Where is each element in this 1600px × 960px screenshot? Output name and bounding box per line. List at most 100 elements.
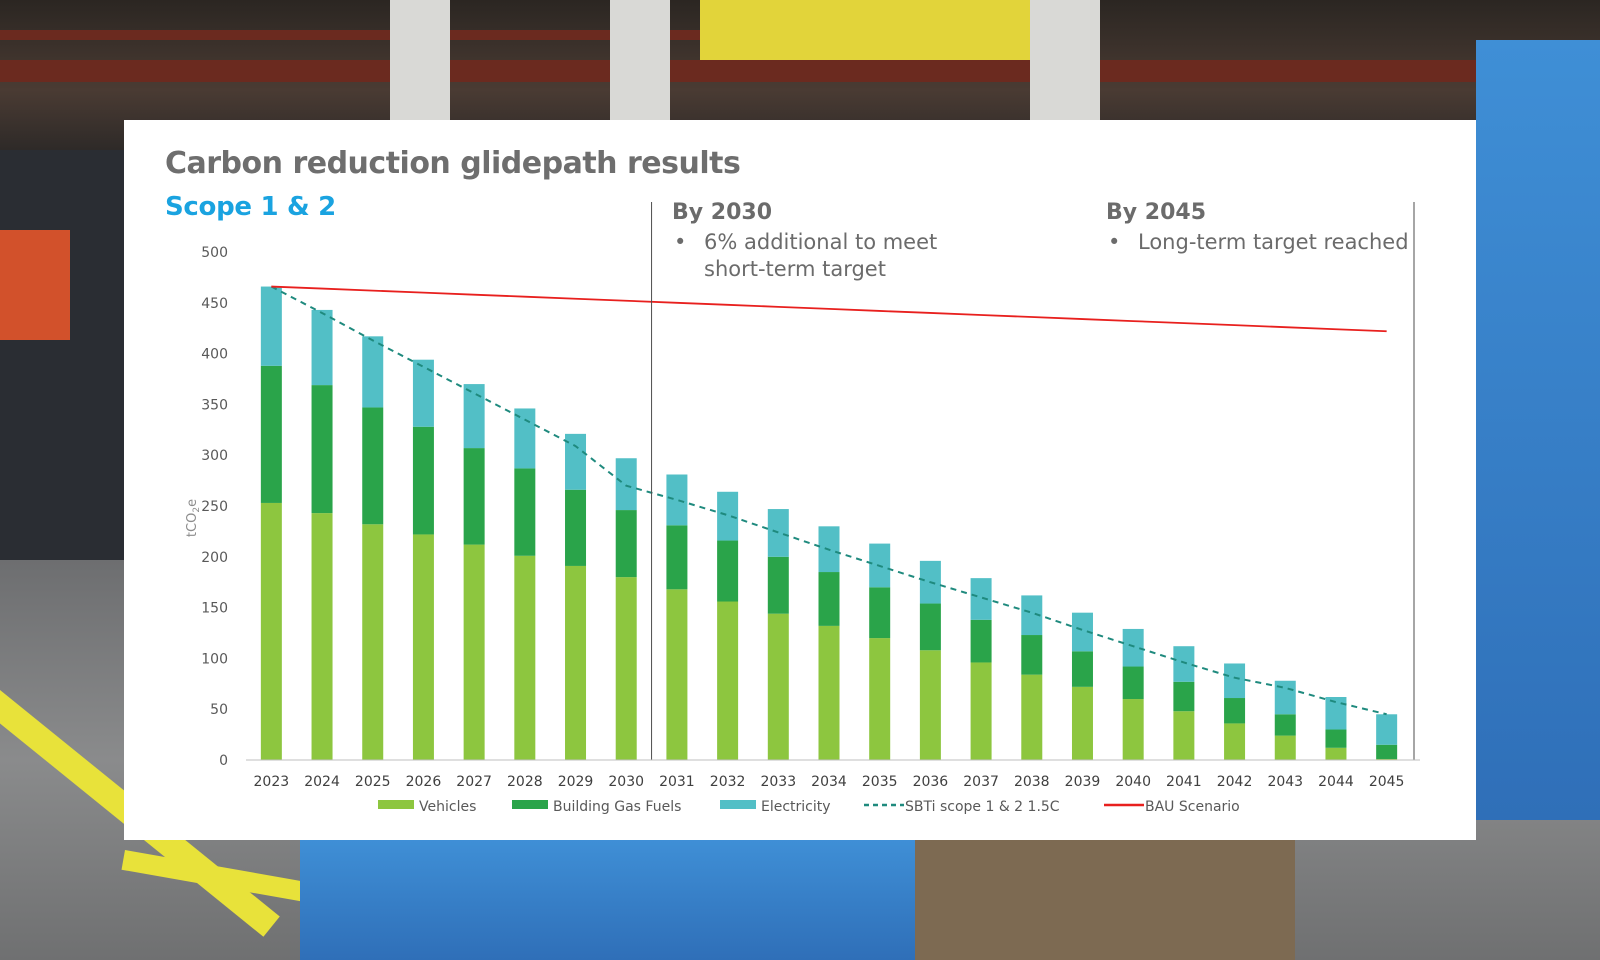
y-tick-label: 150 [201,601,228,617]
line-series [270,285,1387,716]
bar-building-gas-fuels [970,619,992,663]
legend-item: Electricity [720,799,831,815]
bar-building-gas-fuels [666,525,688,590]
slide-subtitle: Scope 1 & 2 [165,192,336,222]
bar-vehicles [919,650,941,760]
y-tick-label: 0 [219,753,228,769]
bar-vehicles [818,625,840,760]
bar-building-gas-fuels [1021,635,1043,675]
y-tick-label: 350 [201,397,228,413]
x-tick-label: 2037 [963,774,999,790]
bar-electricity [514,408,536,469]
x-tick-label: 2039 [1065,774,1101,790]
bar-building-gas-fuels [818,572,840,626]
bar-vehicles [514,555,536,760]
bar-vehicles [1122,699,1144,760]
chart-card [124,120,1476,840]
legend-label: SBTi scope 1 & 2 1.5C [905,799,1060,815]
bar-series [260,286,1398,760]
note-2045-heading: By 2045 [1106,200,1206,225]
legend-item: Building Gas Fuels [512,799,681,815]
chart-legend: Vehicles Building Gas Fuels Electricity SBT… [378,799,1240,815]
bar-electricity [615,458,637,511]
bar-vehicles [615,577,637,760]
x-tick-label: 2034 [811,774,847,790]
bullet-icon: • [674,230,687,254]
bar-vehicles [565,565,587,760]
note-by-2045: By 2045 • Long-term target reached [1106,200,1409,256]
bar-vehicles [311,513,333,760]
bar-building-gas-fuels [1071,651,1093,687]
bar-electricity [412,359,434,427]
bar-building-gas-fuels [615,510,637,578]
year-markers [651,202,1415,760]
bar-vehicles [970,662,992,760]
bar-electricity [1122,628,1144,667]
bar-building-gas-fuels [412,426,434,535]
note-by-2030: By 2030 • 6% additional to meet short-te… [672,200,964,283]
bar-building-gas-fuels [514,468,536,556]
y-tick-label: 250 [201,499,228,515]
bullet-icon: • [1108,230,1121,254]
legend-item: BAU Scenario [1104,799,1240,815]
x-tick-label: 2025 [355,774,391,790]
bar-electricity [717,491,739,541]
bar-vehicles [362,524,384,760]
bar-electricity [1224,663,1246,699]
bar-vehicles [1173,711,1195,760]
legend-item: SBTi scope 1 & 2 1.5C [864,799,1060,815]
x-tick-label: 2036 [913,774,949,790]
bar-electricity [362,336,384,408]
x-tick-label: 2031 [659,774,695,790]
bar-electricity [565,433,587,490]
bar-electricity [1021,595,1043,636]
y-tick-label: 300 [201,448,228,464]
bar-electricity [463,384,485,449]
y-axis-label: tCO2e [185,499,202,537]
bar-electricity [767,509,789,557]
y-tick-label: 50 [210,702,228,718]
bar-building-gas-fuels [1274,714,1296,736]
bar-building-gas-fuels [869,587,891,639]
x-tick-label: 2032 [710,774,746,790]
x-tick-label: 2033 [760,774,796,790]
y-axis-label-main: tCO [185,513,200,537]
bar-building-gas-fuels [767,556,789,614]
x-tick-label: 2040 [1115,774,1151,790]
x-tick-label: 2038 [1014,774,1050,790]
bar-vehicles [1021,674,1043,760]
bar-vehicles [1274,735,1296,760]
note-2045-bullet-item: • Long-term target reached [1106,229,1409,256]
y-axis-ticks: 0 50 100 150 200 250 300 350 400 450 500 [201,245,228,769]
x-tick-label: 2027 [456,774,492,790]
bar-electricity [311,309,333,386]
bar-building-gas-fuels [1325,729,1347,748]
bar-building-gas-fuels [463,448,485,545]
bar-vehicles [1325,747,1347,760]
bar-electricity [666,474,688,526]
bar-electricity [260,286,282,366]
legend-label: Electricity [761,799,831,815]
x-tick-label: 2026 [406,774,442,790]
y-tick-label: 100 [201,651,228,667]
bar-electricity [1173,646,1195,682]
bar-building-gas-fuels [311,385,333,514]
y-tick-label: 200 [201,550,228,566]
bar-electricity [1325,697,1347,730]
bar-building-gas-fuels [1122,666,1144,700]
x-tick-label: 2042 [1217,774,1253,790]
bar-vehicles [1376,758,1398,760]
line-sbti-scope-1-2-1-5c [270,285,1387,716]
bar-building-gas-fuels [565,489,587,566]
bar-building-gas-fuels [1173,681,1195,712]
x-tick-label: 2045 [1369,774,1405,790]
bar-vehicles [1071,686,1093,760]
legend-item: Vehicles [378,799,476,815]
x-tick-label: 2041 [1166,774,1202,790]
legend-label: BAU Scenario [1145,799,1240,815]
bar-vehicles [1224,723,1246,760]
bar-building-gas-fuels [919,603,941,651]
y-tick-label: 400 [201,347,228,363]
bar-vehicles [260,502,282,760]
